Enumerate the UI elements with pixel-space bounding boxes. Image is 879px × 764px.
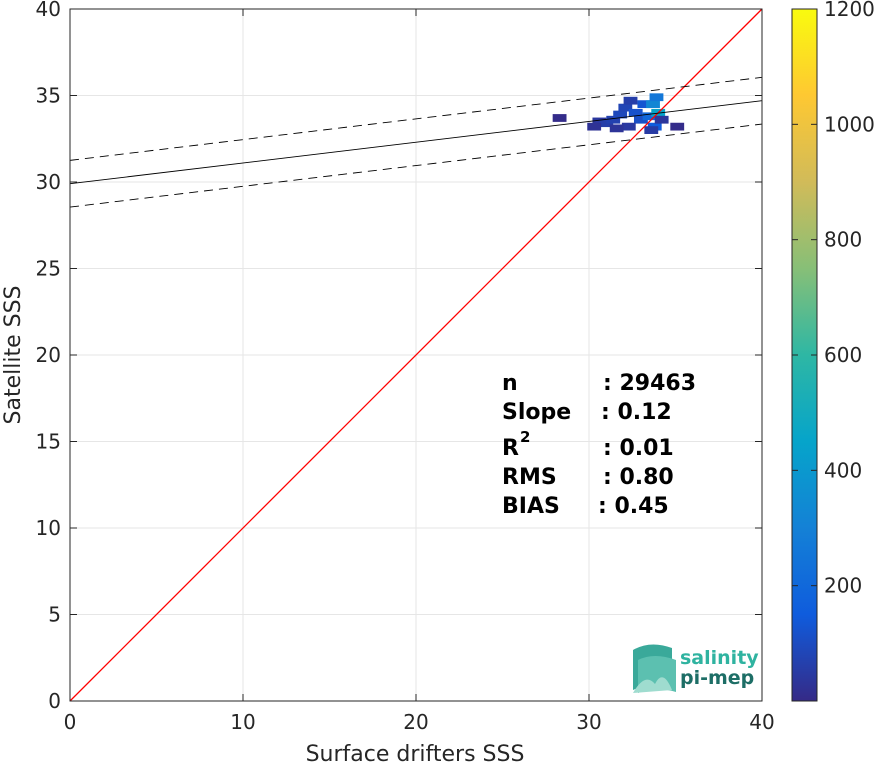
x-tick-label: 40: [749, 710, 774, 734]
stat-bias-label: BIAS: [502, 494, 560, 519]
density-cell: [618, 103, 633, 112]
density-cell: [654, 115, 669, 124]
axes-frame: [69, 8, 763, 702]
density-cell: [552, 114, 567, 122]
logo-wave-icon: [633, 644, 676, 693]
x-tick-label: 0: [64, 710, 77, 734]
x-axis-label: Surface drifters SSS: [306, 742, 525, 764]
salinity-pimep-logo: salinity pi-mep: [633, 644, 759, 693]
stat-n-label: n: [502, 371, 518, 396]
colorbar-tick-label: 800: [824, 228, 862, 252]
stat-n-value: : 29463: [603, 371, 696, 396]
x-tick-label: 10: [230, 710, 255, 734]
colorbar-tick-label: 200: [824, 574, 862, 598]
y-tick-label: 0: [48, 689, 61, 713]
y-tick-label: 20: [36, 343, 61, 367]
confidence-band-line: [69, 123, 763, 208]
density-cell: [670, 122, 685, 131]
colorbar-tick-label: 600: [824, 343, 862, 367]
logo-text-line1: salinity: [680, 647, 759, 669]
density-cell: [649, 93, 664, 102]
logo-text-line2: pi-mep: [680, 667, 754, 689]
fit-lines: [69, 8, 763, 702]
colorbar-tick-label: 400: [824, 458, 862, 482]
y-tick-label: 30: [36, 170, 61, 194]
stat-r2-label: R: [502, 436, 519, 461]
y-tick-label: 40: [36, 0, 61, 21]
y-tick-labels: 0 5 10 15 20 25 30 35 40: [36, 0, 61, 713]
stat-rms-value: : 0.80: [603, 465, 674, 490]
regression-line: [69, 100, 763, 185]
stat-slope-label: Slope: [502, 400, 571, 425]
density-cell: [637, 100, 652, 109]
x-tick-labels: 0 10 20 30 40: [64, 710, 775, 734]
density-cell: [646, 100, 660, 109]
plot-frame: [69, 8, 763, 702]
density-cells: [552, 93, 685, 134]
density-cell: [621, 122, 636, 131]
x-tick-label: 30: [576, 710, 601, 734]
stat-bias-value: : 0.45: [598, 494, 669, 519]
density-cell: [587, 122, 602, 131]
colorbar-ticks: 200 400 600 800 1000 1200: [792, 0, 875, 598]
y-tick-label: 15: [36, 430, 61, 454]
density-cell: [633, 115, 648, 124]
y-tick-label: 10: [36, 516, 61, 540]
y-tick-label: 25: [36, 257, 61, 281]
density-cell: [644, 126, 659, 134]
density-cell: [606, 115, 621, 124]
stat-r2-sup: 2: [520, 428, 530, 446]
density-cell: [642, 112, 657, 121]
confidence-band-line: [69, 76, 763, 161]
y-tick-label: 5: [48, 603, 61, 627]
colorbar-tick-label: 1000: [824, 112, 875, 136]
stat-rms-label: RMS: [502, 465, 557, 490]
x-tick-label: 20: [403, 710, 428, 734]
density-cell: [609, 124, 624, 133]
y-axis-label: Satellite SSS: [1, 286, 26, 425]
density-cell: [613, 110, 628, 119]
density-cell: [623, 96, 638, 105]
identity-line: [69, 8, 763, 702]
stat-r2-value: : 0.01: [603, 436, 674, 461]
statistics-box: n : 29463 Slope : 0.12 R 2 : 0.01 RMS : …: [502, 371, 696, 519]
colorbar-tick-label: 1200: [824, 0, 875, 21]
stat-slope-value: : 0.12: [601, 400, 672, 425]
density-cell: [628, 108, 643, 117]
y-tick-label: 35: [36, 84, 61, 108]
